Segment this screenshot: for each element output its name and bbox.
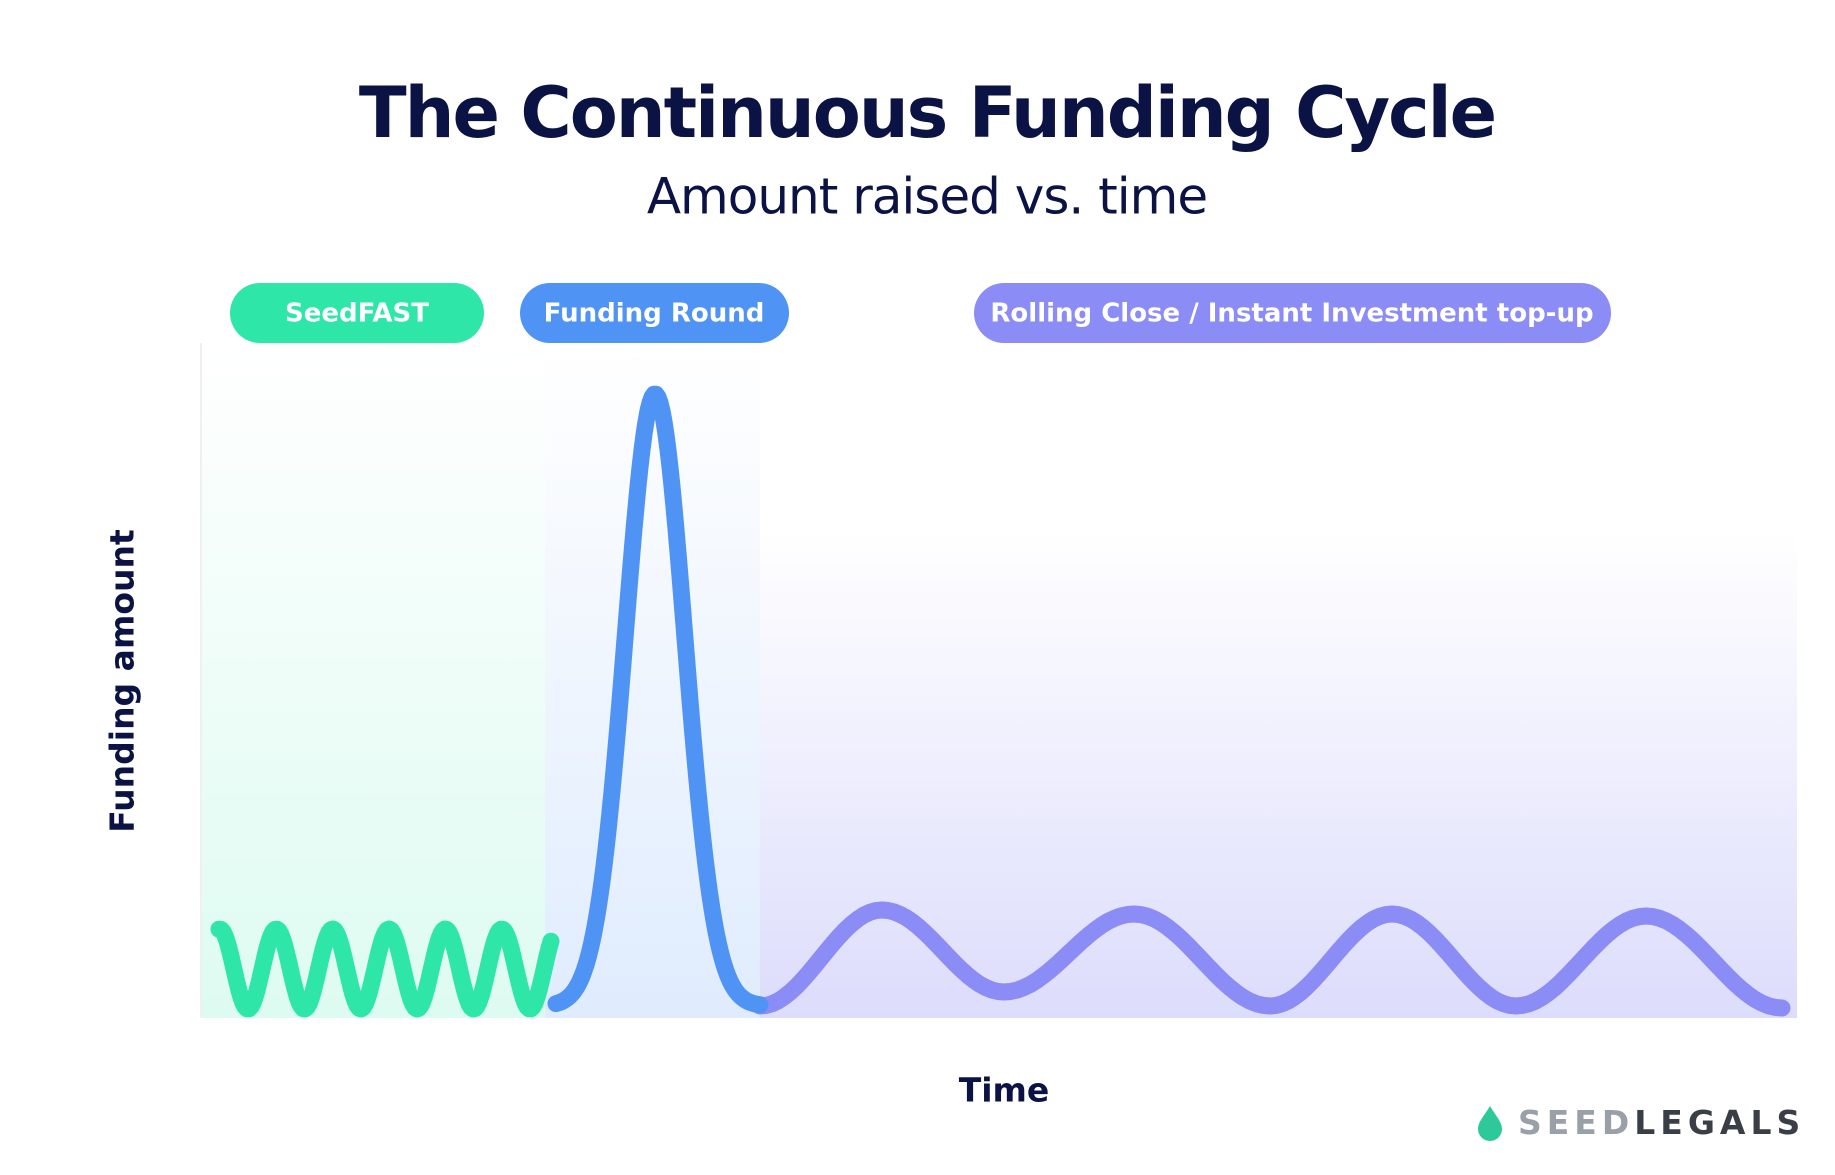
round-curve	[547, 385, 769, 1014]
logo-text: SEEDLEGALS	[1518, 1103, 1805, 1142]
logo-part: SEED	[1518, 1103, 1634, 1142]
phase-area	[760, 530, 1797, 1018]
x-axis-label: Time	[959, 1071, 1050, 1110]
subtitle: Amount raised vs. time	[647, 168, 1207, 226]
logo-part: LEGALS	[1634, 1103, 1805, 1142]
phase-area	[201, 343, 545, 1018]
y-axis-label: Funding amount	[103, 529, 142, 833]
phase-area	[545, 343, 760, 1018]
title: The Continuous Funding Cycle	[359, 72, 1495, 154]
phase-pill	[230, 283, 484, 343]
phase-pill	[974, 283, 1611, 343]
phase-label: Rolling Close / Instant Investment top-u…	[990, 299, 1593, 329]
logo-drop	[1478, 1106, 1502, 1141]
phase-label: Funding Round	[544, 299, 765, 329]
phase-pill	[520, 283, 789, 343]
seedfast-curve	[210, 920, 560, 1018]
phase-label: SeedFAST	[285, 299, 429, 329]
rolling-curve	[751, 901, 1791, 1017]
